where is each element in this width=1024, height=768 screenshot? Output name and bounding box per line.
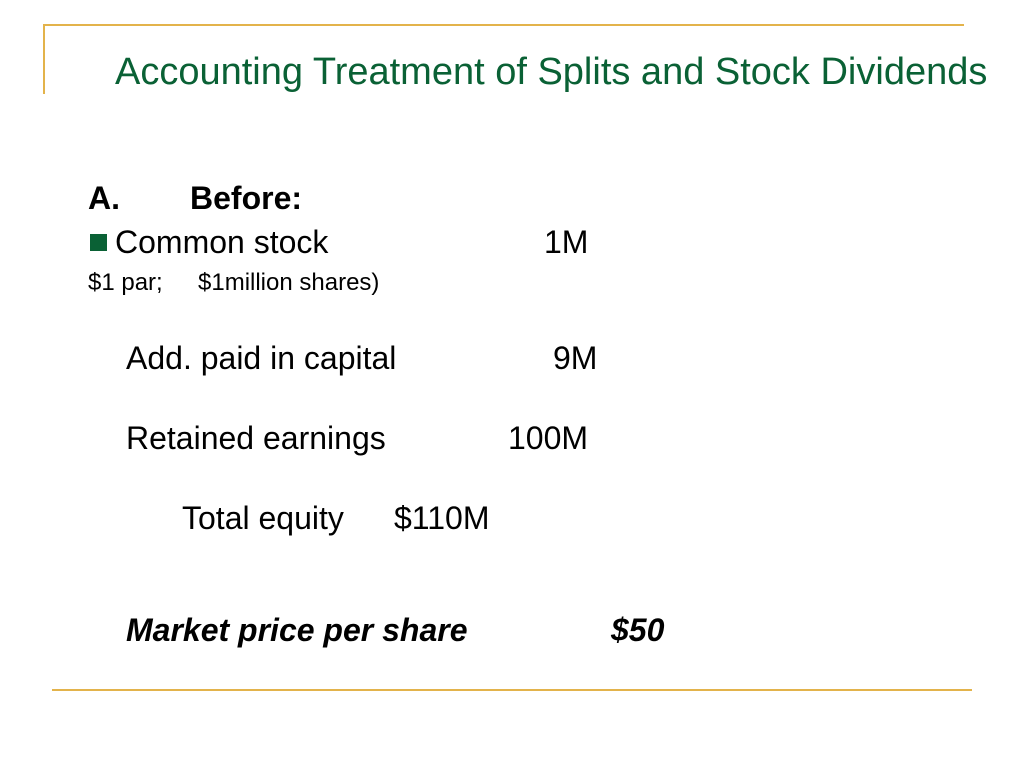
- section-label: Before:: [190, 180, 303, 216]
- left-rule: [43, 24, 45, 94]
- common-stock-value: 1M: [544, 224, 589, 260]
- common-stock-row: Common stock: [90, 224, 328, 260]
- par-note-part1: $1 par;: [88, 269, 163, 296]
- square-bullet-icon: [90, 234, 107, 251]
- par-note-part2: $1million shares): [198, 269, 380, 296]
- retained-earnings-value: 100M: [508, 420, 589, 456]
- total-equity-value: $110M: [394, 500, 490, 536]
- apic-label: Add. paid in capital: [126, 340, 397, 376]
- bottom-rule: [52, 689, 972, 691]
- common-stock-label: Common stock: [115, 224, 329, 260]
- retained-earnings-label: Retained earnings: [126, 420, 386, 456]
- apic-value: 9M: [553, 340, 598, 376]
- market-price-value: $50: [611, 612, 665, 648]
- total-equity-label: Total equity: [182, 500, 344, 536]
- slide-title: Accounting Treatment of Splits and Stock…: [115, 51, 988, 93]
- section-letter: A.: [88, 180, 120, 216]
- top-rule: [43, 24, 964, 26]
- market-price-label: Market price per share: [126, 612, 468, 648]
